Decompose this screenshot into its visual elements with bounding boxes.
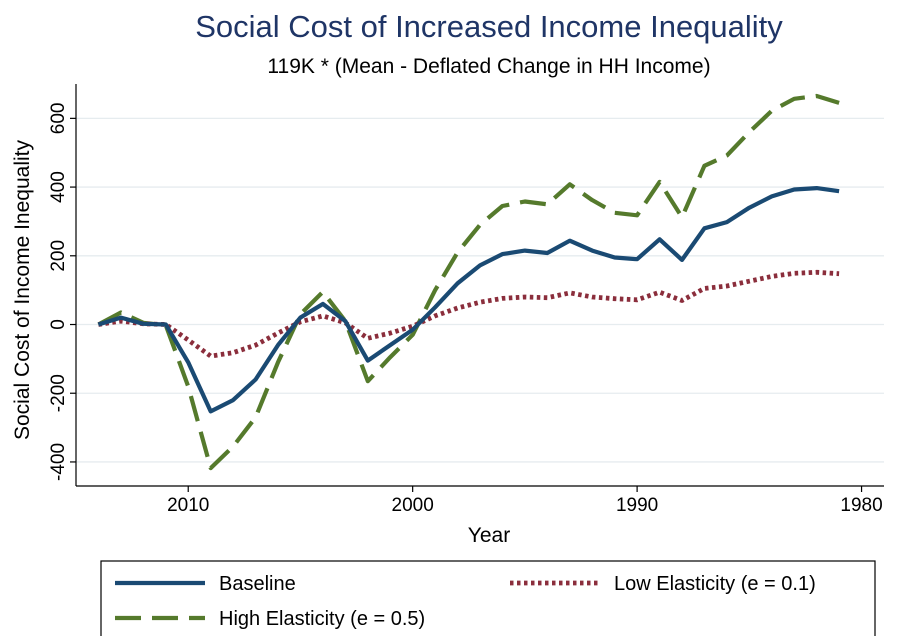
legend-label-high-elasticity: High Elasticity (e = 0.5) (219, 608, 425, 630)
y-tick-label-200: 200 (48, 240, 69, 272)
legend-label-low-elasticity: Low Elasticity (e = 0.1) (614, 573, 816, 595)
x-tick-label-2010: 2010 (167, 495, 209, 516)
series-line-high-elasticity-e-0-5 (97, 93, 840, 471)
x-tick-label-1980: 1980 (840, 495, 882, 516)
x-tick-label-1990: 1990 (616, 495, 658, 516)
y-tick-label-400: -400 (48, 443, 69, 481)
y-axis-title: Social Cost of Income Inequality (11, 140, 34, 440)
legend: Baseline Low Elasticity (e = 0.1) High E… (100, 560, 876, 636)
y-tick-label-0: 0 (48, 319, 69, 330)
series-line-baseline (97, 186, 840, 414)
legend-box (100, 560, 876, 636)
legend-label-baseline: Baseline (219, 573, 296, 595)
x-tick-label-2000: 2000 (392, 495, 434, 516)
x-axis-title: Year (468, 524, 510, 547)
chart-title: Social Cost of Increased Income Inequali… (195, 9, 783, 44)
series-line-low-elasticity-e-0-1 (98, 269, 840, 359)
plot-area: -400 -200 0 200 400 600 2010 2000 1990 1980 (48, 84, 884, 516)
y-tick-label-600: 600 (48, 103, 69, 135)
y-tick-label-400: 400 (48, 171, 69, 203)
chart-subtitle: 119K * (Mean - Deflated Change in HH Inc… (267, 55, 710, 78)
y-tick-label-200: -200 (48, 374, 69, 412)
